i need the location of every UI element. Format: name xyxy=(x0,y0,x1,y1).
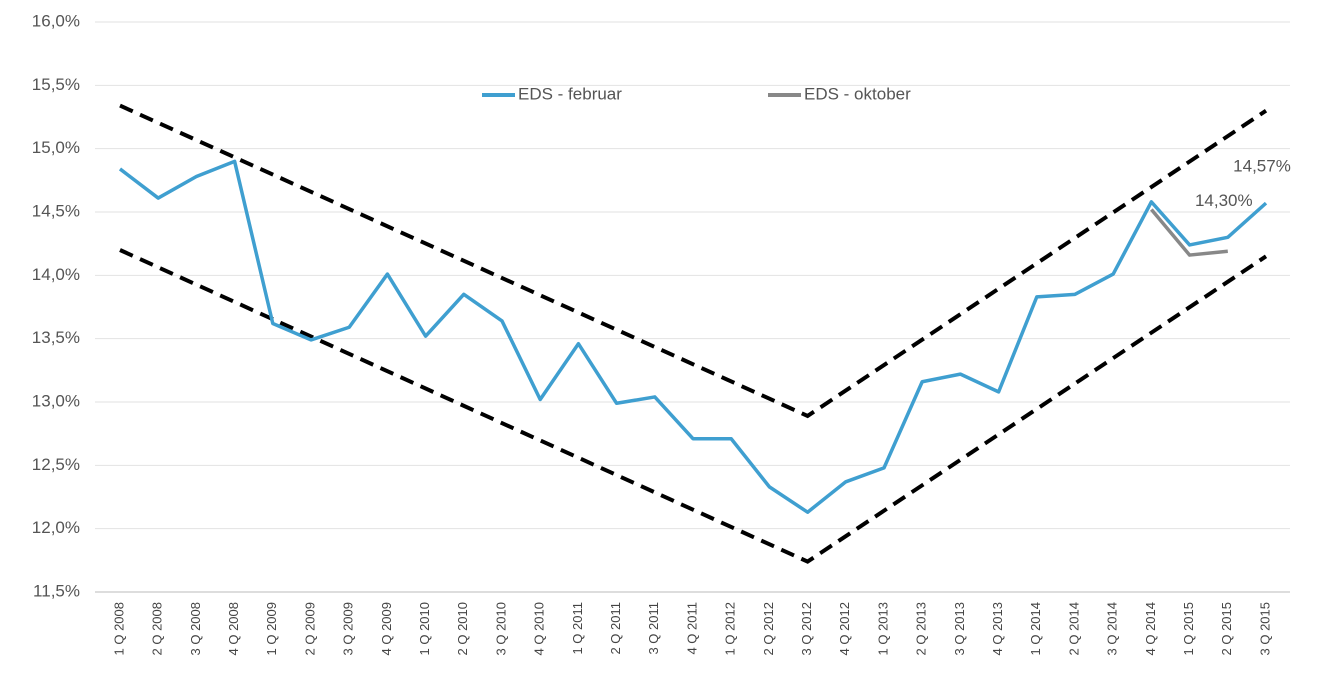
legend-label: EDS - februar xyxy=(518,84,622,103)
x-tick-label: 2 Q 2014 xyxy=(1066,602,1081,656)
trend-line xyxy=(119,248,1268,564)
x-tick-label: 4 Q 2014 xyxy=(1143,602,1158,656)
x-tick-label: 4 Q 2010 xyxy=(532,602,547,656)
x-tick-label: 2 Q 2013 xyxy=(914,602,929,656)
x-tick-label: 2 Q 2009 xyxy=(302,602,317,656)
data-label: 14,30% xyxy=(1195,191,1253,210)
y-tick-label: 14,0% xyxy=(32,265,80,284)
trend-line xyxy=(119,103,1268,419)
x-tick-label: 2 Q 2015 xyxy=(1219,602,1234,656)
x-tick-label: 3 Q 2008 xyxy=(188,602,203,656)
y-tick-label: 14,5% xyxy=(32,201,80,220)
x-tick-label: 2 Q 2008 xyxy=(150,602,165,656)
x-tick-label: 2 Q 2012 xyxy=(761,602,776,656)
x-tick-label: 3 Q 2009 xyxy=(341,602,356,656)
x-tick-label: 3 Q 2010 xyxy=(493,602,508,656)
x-tick-label: 1 Q 2009 xyxy=(264,602,279,656)
x-tick-label: 1 Q 2013 xyxy=(875,602,890,656)
legend-label: EDS - oktober xyxy=(804,84,911,103)
x-tick-label: 1 Q 2010 xyxy=(417,602,432,656)
x-tick-label: 2 Q 2011 xyxy=(608,602,623,655)
x-tick-label: 1 Q 2015 xyxy=(1181,602,1196,656)
x-tick-label: 3 Q 2012 xyxy=(799,602,814,656)
x-tick-label: 1 Q 2011 xyxy=(570,602,585,655)
y-tick-label: 11,5% xyxy=(33,581,80,600)
y-tick-label: 12,0% xyxy=(32,518,80,537)
x-tick-label: 1 Q 2008 xyxy=(111,602,126,656)
x-tick-label: 4 Q 2009 xyxy=(379,602,394,656)
y-tick-label: 12,5% xyxy=(32,455,80,474)
x-tick-label: 3 Q 2014 xyxy=(1105,602,1120,656)
y-tick-label: 16,0% xyxy=(32,11,80,30)
y-tick-label: 13,0% xyxy=(32,391,80,410)
series-line xyxy=(118,159,1268,514)
data-label: 14,57% xyxy=(1233,157,1291,176)
x-tick-label: 3 Q 2011 xyxy=(646,602,661,655)
x-tick-label: 4 Q 2012 xyxy=(837,602,852,656)
y-tick-label: 15,0% xyxy=(32,138,80,157)
series-line xyxy=(1150,208,1228,257)
x-tick-label: 1 Q 2014 xyxy=(1028,602,1043,656)
x-tick-label: 4 Q 2008 xyxy=(226,602,241,656)
y-tick-label: 15,5% xyxy=(32,75,80,94)
x-tick-label: 4 Q 2011 xyxy=(684,602,699,655)
x-tick-label: 2 Q 2010 xyxy=(455,602,470,656)
x-tick-label: 3 Q 2015 xyxy=(1257,602,1272,656)
x-tick-label: 4 Q 2013 xyxy=(990,602,1005,656)
y-tick-label: 13,5% xyxy=(32,328,80,347)
x-tick-label: 3 Q 2013 xyxy=(952,602,967,656)
x-tick-label: 1 Q 2012 xyxy=(723,602,738,656)
